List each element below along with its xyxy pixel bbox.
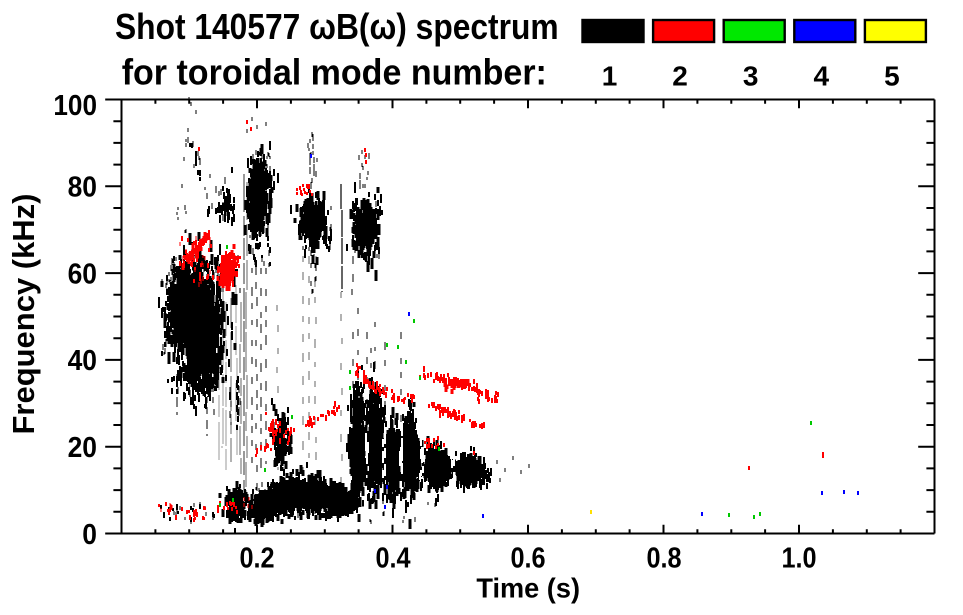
svg-text:0.4: 0.4 <box>375 542 410 574</box>
svg-text:for toroidal mode number:: for toroidal mode number: <box>122 52 547 93</box>
svg-text:Shot 140577 ωB(ω) spectrum: Shot 140577 ωB(ω) spectrum <box>115 6 559 47</box>
svg-text:0.6: 0.6 <box>510 542 545 574</box>
svg-text:80: 80 <box>68 172 97 204</box>
svg-text:3: 3 <box>743 60 759 91</box>
svg-text:Time (s): Time (s) <box>476 572 580 603</box>
svg-text:0: 0 <box>82 519 97 551</box>
svg-text:40: 40 <box>68 345 97 377</box>
svg-text:20: 20 <box>68 432 97 464</box>
svg-text:5: 5 <box>884 60 900 91</box>
svg-text:60: 60 <box>68 258 97 290</box>
svg-text:1.0: 1.0 <box>781 542 816 574</box>
svg-text:0.8: 0.8 <box>646 542 681 574</box>
svg-text:1: 1 <box>602 60 618 91</box>
svg-text:2: 2 <box>672 60 688 91</box>
svg-text:0.2: 0.2 <box>239 542 274 574</box>
svg-text:100: 100 <box>53 90 97 122</box>
svg-text:Frequency (kHz): Frequency (kHz) <box>6 194 41 435</box>
svg-text:4: 4 <box>814 60 830 91</box>
